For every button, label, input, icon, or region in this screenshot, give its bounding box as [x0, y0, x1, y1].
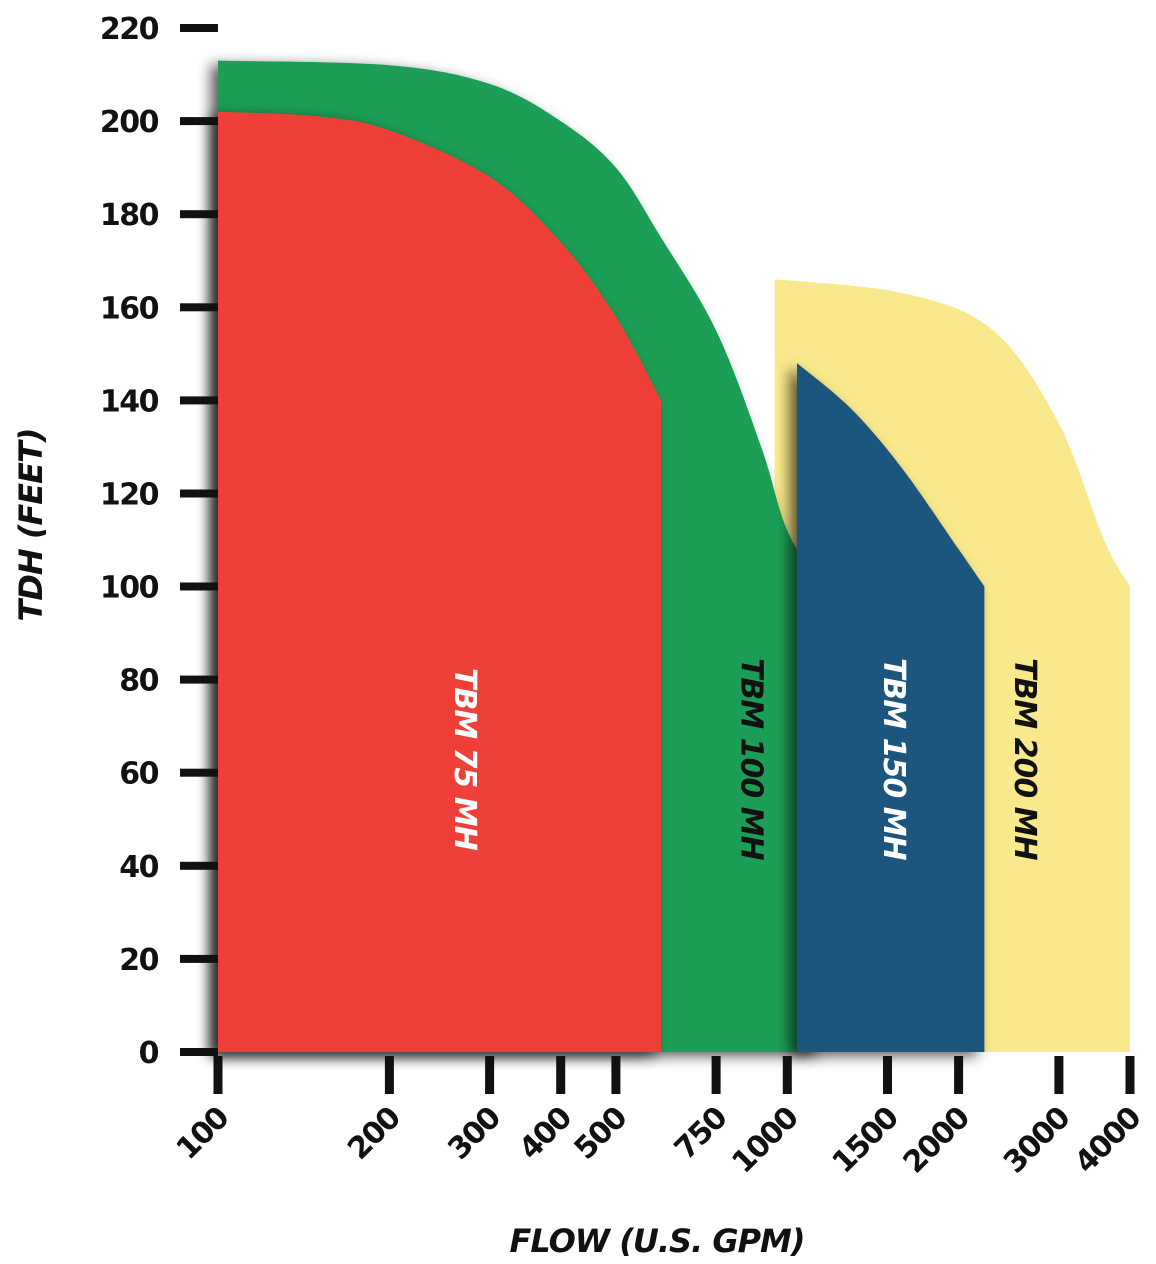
- x-tick-mark: [1125, 1056, 1135, 1094]
- y-tick-label: 220: [100, 12, 159, 47]
- x-tick-label: 1500: [826, 1100, 906, 1180]
- x-tick-mark: [611, 1056, 621, 1094]
- y-tick-label: 200: [100, 105, 159, 140]
- y-tick-mark: [180, 582, 218, 591]
- y-tick-mark: [180, 1048, 218, 1056]
- performance-regions: [218, 60, 1130, 1053]
- y-tick-mark: [180, 117, 218, 126]
- y-tick-mark: [180, 24, 218, 32]
- x-tick-mark: [1054, 1056, 1064, 1094]
- y-tick-label: 40: [119, 850, 158, 885]
- x-tick-label: 4000: [1068, 1100, 1148, 1180]
- y-tick-mark: [180, 954, 218, 963]
- x-tick-mark: [954, 1056, 964, 1094]
- x-tick-mark: [883, 1056, 892, 1094]
- y-tick-label: 20: [119, 943, 158, 978]
- x-tick-label: 500: [568, 1100, 634, 1166]
- region-tbm-75-mh: [218, 111, 661, 1053]
- x-tick-label: 300: [441, 1100, 507, 1166]
- x-tick-label: 1000: [725, 1100, 805, 1180]
- region-labels: TBM 200 MH TBM 100 MH TBM 150 MH TBM 75 MH: [447, 658, 1042, 861]
- x-tick-mark: [485, 1056, 495, 1094]
- region-label-tbm-150-mh: TBM 150 MH: [876, 658, 911, 861]
- y-axis-title: TDH (FEET): [12, 429, 50, 622]
- x-tick-mark: [782, 1056, 792, 1094]
- region-tbm-150-mh: [797, 363, 985, 1053]
- x-tick-label: 2000: [897, 1100, 977, 1180]
- x-tick-label: 750: [668, 1100, 734, 1166]
- x-tick-label: 3000: [997, 1100, 1077, 1180]
- region-label-tbm-200-mh: TBM 200 MH: [1007, 658, 1042, 861]
- y-tick-label: 160: [100, 291, 159, 326]
- y-tick-mark: [180, 489, 218, 498]
- x-tick-label: 200: [341, 1100, 407, 1166]
- x-tick-label: 100: [170, 1100, 236, 1166]
- y-axis: 0 20 40 60 80 100 120 140 160 180 200 220: [100, 12, 218, 1071]
- y-tick-mark: [180, 768, 218, 777]
- y-tick-label: 180: [100, 198, 159, 233]
- y-tick-label: 140: [100, 384, 159, 419]
- y-tick-mark: [180, 303, 218, 312]
- y-tick-label: 0: [139, 1036, 159, 1071]
- x-tick-mark: [213, 1056, 223, 1094]
- y-tick-mark: [180, 675, 218, 684]
- region-label-tbm-75-mh: TBM 75 MH: [447, 668, 482, 851]
- y-tick-label: 60: [119, 757, 158, 792]
- y-tick-label: 100: [100, 571, 159, 606]
- x-tick-mark: [556, 1056, 566, 1094]
- y-tick-mark: [180, 210, 218, 219]
- y-tick-mark: [180, 396, 218, 405]
- y-tick-label: 120: [100, 478, 159, 513]
- region-label-tbm-100-mh: TBM 100 MH: [734, 658, 769, 861]
- x-tick-mark: [384, 1056, 394, 1094]
- x-axis-title: FLOW (U.S. GPM): [509, 1222, 804, 1260]
- x-tick-label: 400: [513, 1100, 579, 1166]
- y-tick-mark: [180, 861, 218, 870]
- y-tick-label: 80: [119, 664, 158, 699]
- x-tick-mark: [711, 1056, 721, 1094]
